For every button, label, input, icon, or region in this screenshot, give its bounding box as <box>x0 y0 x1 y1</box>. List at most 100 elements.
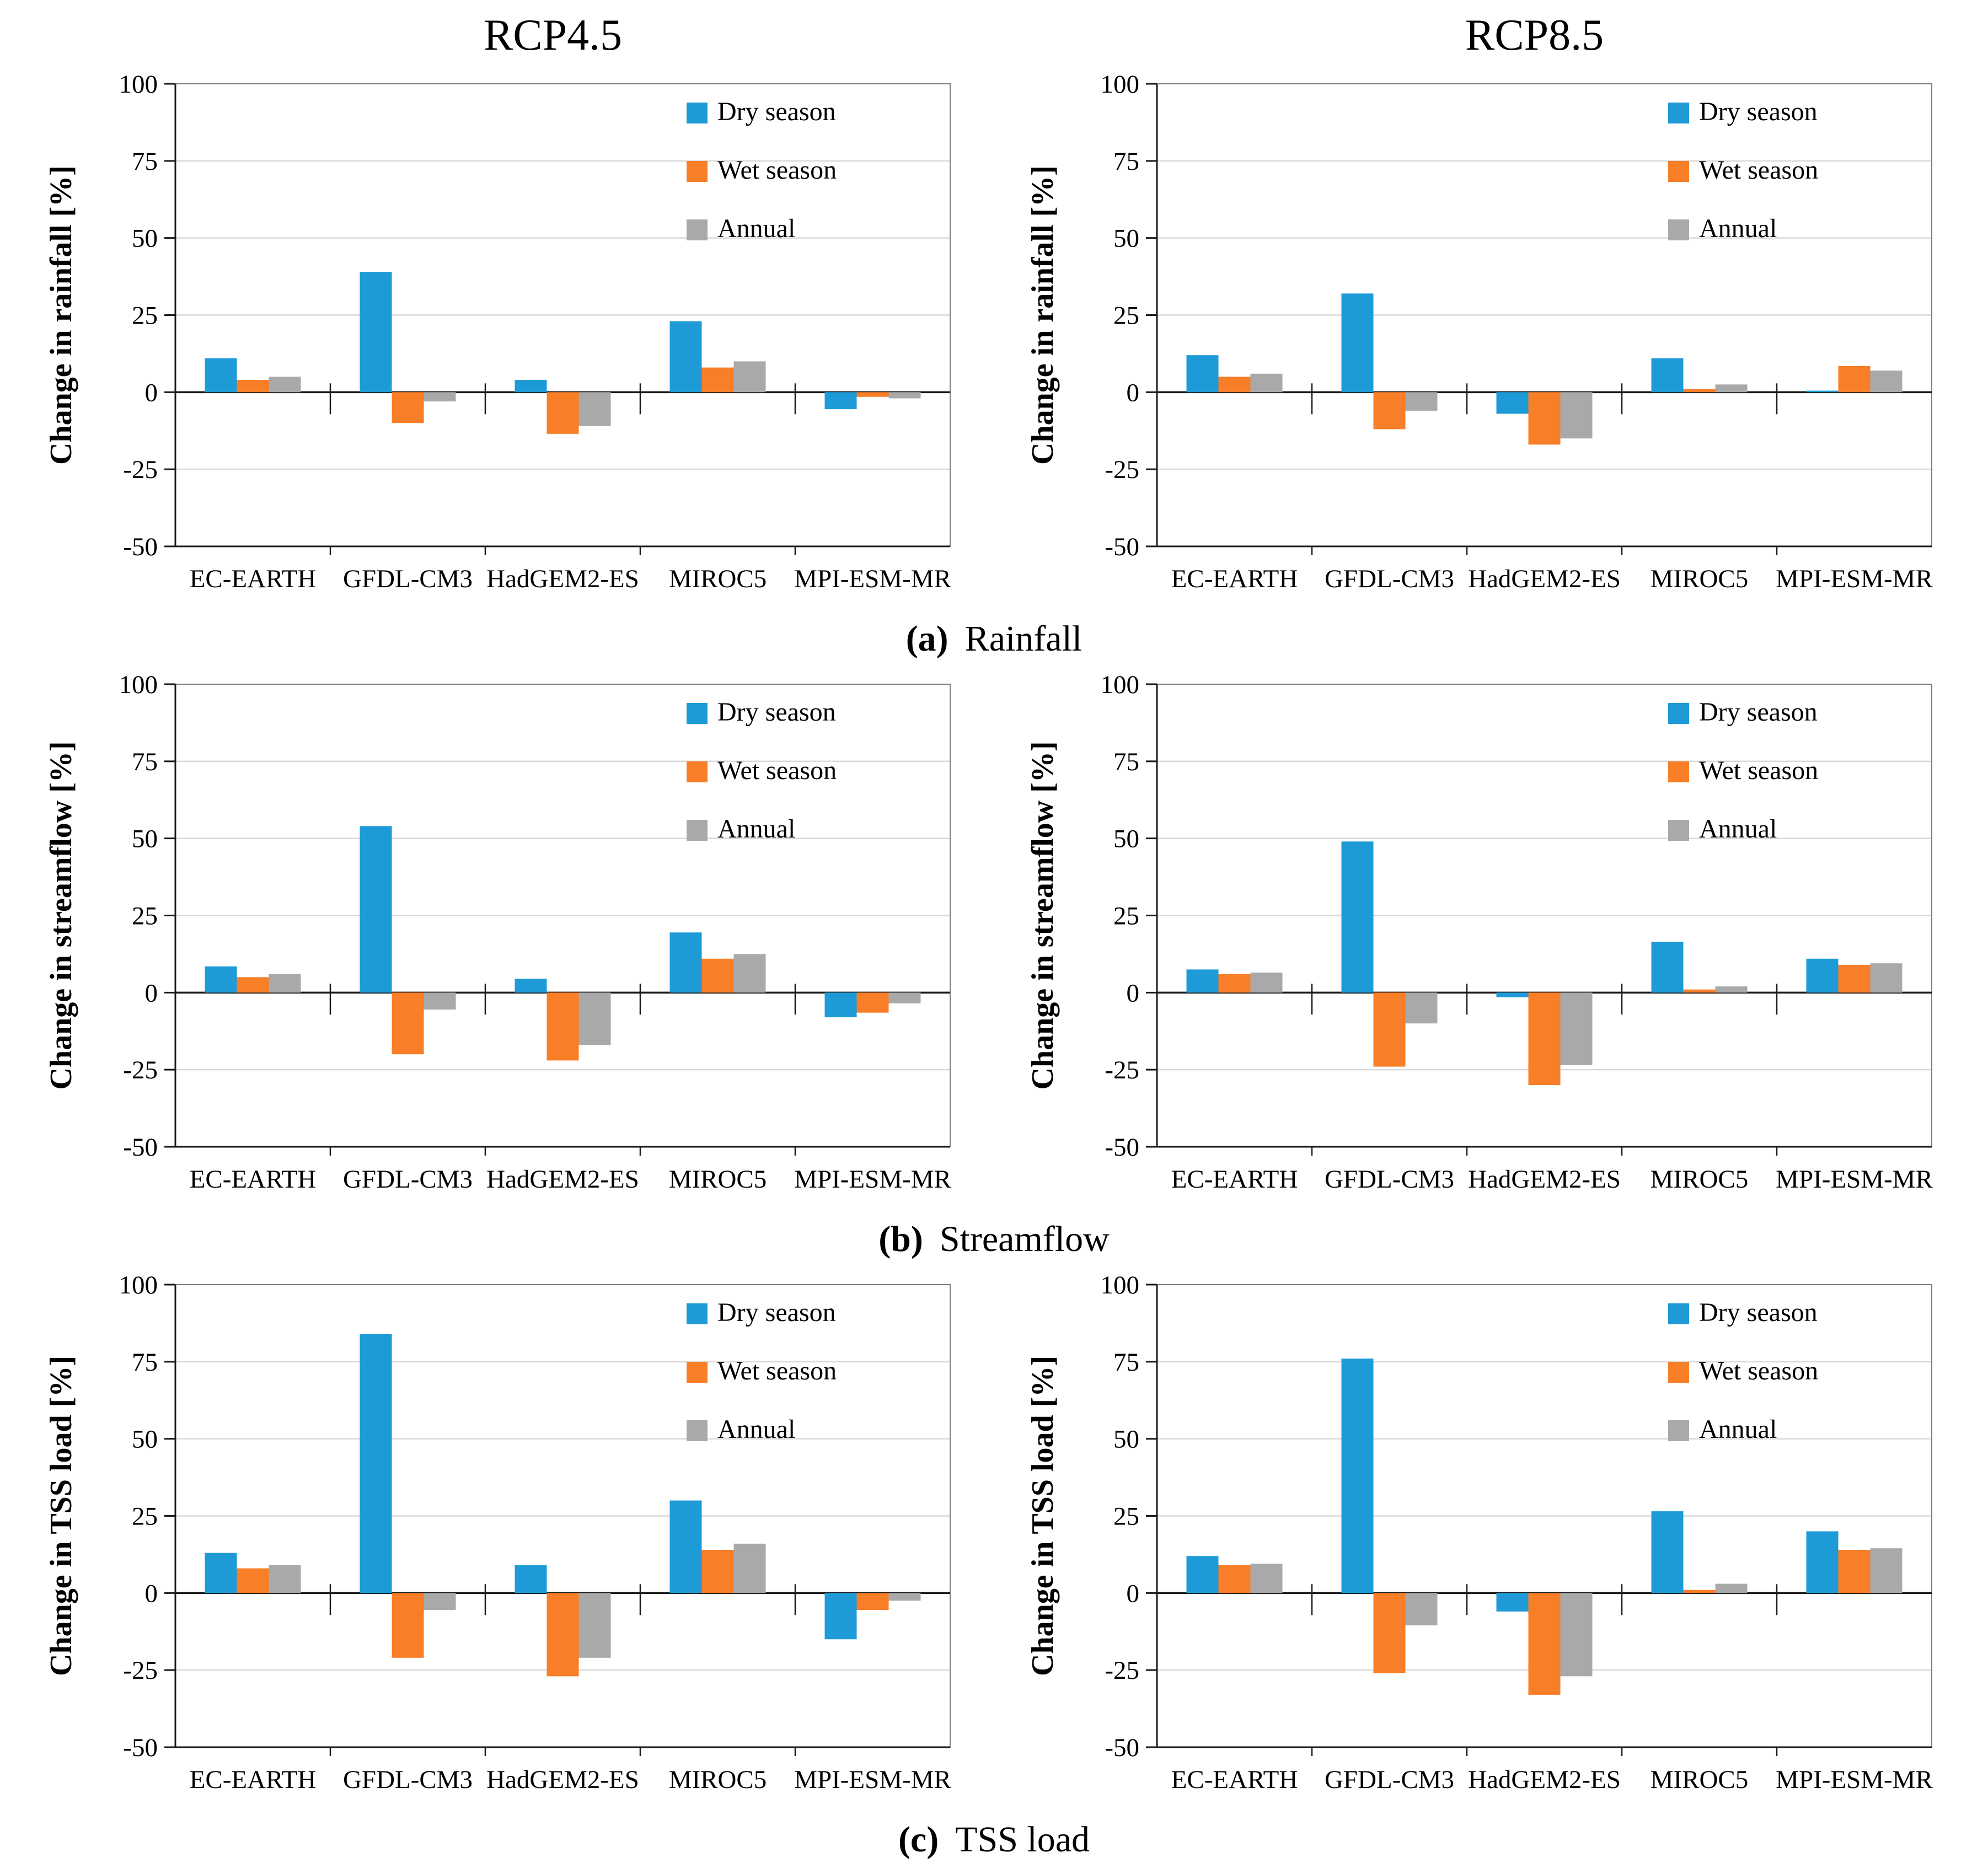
caption-label-tss-load: TSS load <box>955 1819 1090 1860</box>
x-category-label: GFDL-CM3 <box>342 565 472 593</box>
cell-rainfall-rcp45: RCP4.5 100 75 50 25 0 -25 -50 EC-EARTH GFDL-CM3 H… <box>35 4 972 611</box>
bar-annual-hadgem2-es <box>1560 1593 1592 1677</box>
legend-label: Wet season <box>1699 155 1818 185</box>
bar-annual-ec-earth <box>269 377 301 393</box>
y-tick-label: -25 <box>1105 455 1139 484</box>
legend-swatch <box>1668 103 1689 123</box>
bar-annual-miroc5 <box>1715 384 1747 393</box>
y-tick-label: 100 <box>1100 1271 1139 1300</box>
bar-wet-season-hadgem2-es <box>1528 392 1560 445</box>
y-tick-label: 50 <box>132 224 158 253</box>
caption-label-rainfall: Rainfall <box>964 619 1083 659</box>
y-tick-label: -25 <box>1105 1656 1139 1685</box>
x-category-label: HadGEM2-ES <box>1468 1165 1621 1194</box>
y-tick-label: 75 <box>132 748 158 776</box>
y-tick-label: -25 <box>123 1056 158 1084</box>
y-tick-label: 100 <box>119 670 158 699</box>
x-category-label: MIROC5 <box>1650 1165 1748 1194</box>
chart-rainfall-rcp85: 100 75 50 25 0 -25 -50 EC-EARTH GFDL-CM3 HadGEM2-… <box>1026 70 1933 593</box>
bar-wet-season-ec-earth <box>1218 377 1250 393</box>
y-tick-label: 25 <box>1113 1502 1139 1531</box>
bar-wet-season-miroc5 <box>701 1550 733 1593</box>
caption-marker-a: (a) <box>905 619 949 659</box>
bar-annual-gfdl-cm3 <box>1405 992 1437 1024</box>
column-title-rcp85: RCP8.5 <box>1465 11 1604 60</box>
x-category-label: MPI-ESM-MR <box>794 565 951 593</box>
y-tick-label: -25 <box>123 1656 158 1685</box>
legend-item-dry-season: Dry season <box>686 97 836 126</box>
bar-dry-season-gfdl-cm3 <box>1341 841 1373 993</box>
legend-item-annual: Annual <box>1668 1415 1777 1444</box>
bar-wet-season-hadgem2-es <box>546 1593 578 1677</box>
bar-dry-season-miroc5 <box>669 321 701 393</box>
bar-annual-ec-earth <box>269 1565 301 1593</box>
legend-item-wet-season: Wet season <box>686 155 837 185</box>
bar-dry-season-gfdl-cm3 <box>1341 1358 1373 1593</box>
bar-dry-season-miroc5 <box>1651 358 1683 393</box>
bar-annual-gfdl-cm3 <box>424 392 456 402</box>
bar-wet-season-gfdl-cm3 <box>1373 1593 1405 1673</box>
x-category-label: MIROC5 <box>1650 565 1748 593</box>
bar-wet-season-miroc5 <box>701 367 733 393</box>
chart-tss-rcp45: 100 75 50 25 0 -25 -50 EC-EARTH GFDL-CM3 HadGEM2-… <box>44 1271 951 1794</box>
cell-tss-rcp45: 100 75 50 25 0 -25 -50 EC-EARTH GFDL-CM3 HadGEM2-… <box>35 1269 972 1812</box>
legend-item-wet-season: Wet season <box>1668 756 1818 785</box>
bar-annual-mpi-esm-mr <box>888 392 920 399</box>
x-category-label: EC-EARTH <box>189 1165 316 1194</box>
caption-marker-c: (c) <box>898 1819 939 1860</box>
bar-dry-season-mpi-esm-mr <box>1806 958 1838 993</box>
bar-dry-season-hadgem2-es <box>515 1565 546 1593</box>
legend-label: Annual <box>717 1415 795 1444</box>
bar-dry-season-hadgem2-es <box>515 379 546 393</box>
bar-wet-season-gfdl-cm3 <box>392 392 424 423</box>
legend-label: Dry season <box>717 97 836 126</box>
y-tick-label: -50 <box>1105 533 1139 561</box>
y-tick-label: 25 <box>132 301 158 330</box>
chart-streamflow-rcp45: 100 75 50 25 0 -25 -50 EC-EARTH GFDL-CM3 HadGEM2-… <box>44 670 951 1194</box>
bar-wet-season-mpi-esm-mr <box>1838 366 1870 393</box>
bar-dry-season-ec-earth <box>205 358 237 393</box>
bar-dry-season-mpi-esm-mr <box>824 992 856 1018</box>
x-category-label: MIROC5 <box>668 565 767 593</box>
cell-streamflow-rcp85: 100 75 50 25 0 -25 -50 EC-EARTH GFDL-CM3 HadGEM2-… <box>1016 669 1954 1212</box>
bar-wet-season-mpi-esm-mr <box>856 992 888 1013</box>
bar-annual-hadgem2-es <box>578 392 610 426</box>
legend-item-annual: Annual <box>686 814 795 844</box>
y-axis-label: Change in streamflow [%] <box>44 741 78 1089</box>
y-tick-label: 0 <box>1126 1579 1139 1608</box>
bar-annual-hadgem2-es <box>578 1593 610 1658</box>
legend-label: Annual <box>717 814 795 844</box>
legend-swatch <box>1668 1420 1689 1441</box>
bar-annual-ec-earth <box>1250 373 1282 393</box>
bar-dry-season-miroc5 <box>1651 942 1683 993</box>
legend-label: Annual <box>717 214 795 243</box>
legend-swatch <box>686 219 708 240</box>
legend-swatch <box>686 161 708 182</box>
bar-annual-miroc5 <box>733 954 765 993</box>
y-tick-label: 25 <box>132 1502 158 1531</box>
bar-annual-gfdl-cm3 <box>1405 1593 1437 1626</box>
caption-rainfall: (a) Rainfall <box>33 611 1955 669</box>
bar-wet-season-hadgem2-es <box>546 392 578 434</box>
bar-annual-gfdl-cm3 <box>1405 392 1437 411</box>
bar-dry-season-hadgem2-es <box>1496 392 1528 414</box>
column-title-rcp45: RCP4.5 <box>483 11 623 60</box>
legend-label: Dry season <box>717 1298 836 1327</box>
legend-swatch <box>686 1303 708 1324</box>
bar-wet-season-gfdl-cm3 <box>392 1593 424 1658</box>
y-tick-label: 100 <box>1100 670 1139 699</box>
legend-item-annual: Annual <box>686 1415 795 1444</box>
bar-annual-mpi-esm-mr <box>888 992 920 1003</box>
legend-swatch <box>1668 820 1689 841</box>
bar-wet-season-gfdl-cm3 <box>1373 392 1405 429</box>
y-tick-label: -25 <box>123 455 158 484</box>
legend-swatch <box>686 1362 708 1383</box>
bar-annual-gfdl-cm3 <box>424 992 456 1010</box>
bar-wet-season-mpi-esm-mr <box>1838 1550 1870 1593</box>
bar-wet-season-ec-earth <box>237 977 269 993</box>
bar-wet-season-mpi-esm-mr <box>1838 964 1870 993</box>
y-axis-label: Change in TSS load [%] <box>44 1356 78 1676</box>
bar-dry-season-gfdl-cm3 <box>360 272 392 393</box>
caption-label-streamflow: Streamflow <box>939 1219 1110 1259</box>
